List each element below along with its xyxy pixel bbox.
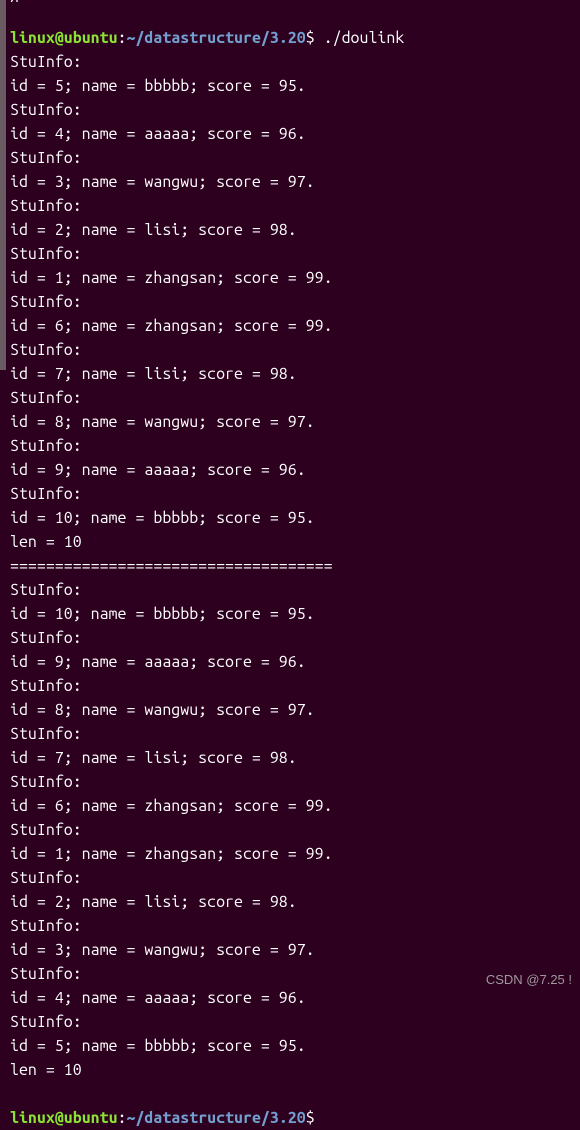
output-line: StuInfo:	[4, 866, 576, 890]
command-text: ./doulink	[324, 29, 405, 47]
output-line: StuInfo:	[4, 770, 576, 794]
output-line: StuInfo:	[4, 146, 576, 170]
output-line: StuInfo:	[4, 98, 576, 122]
output-line: id = 10; name = bbbbb; score = 95.	[4, 602, 576, 626]
prompt-line-2[interactable]: linux@ubuntu:~/datastructure/3.20$	[4, 1082, 576, 1130]
output-line: StuInfo:	[4, 818, 576, 842]
output-line: id = 3; name = wangwu; score = 97.	[4, 938, 576, 962]
prompt-path: ~/datastructure/3.20	[127, 1109, 306, 1127]
output-line: id = 6; name = zhangsan; score = 99.	[4, 314, 576, 338]
prompt-user: linux	[10, 1109, 55, 1127]
output-line: id = 1; name = zhangsan; score = 99.	[4, 842, 576, 866]
output-line: id = 5; name = bbbbb; score = 95.	[4, 1034, 576, 1058]
output-line: len = 10	[4, 1058, 576, 1082]
output-line: id = 9; name = aaaaa; score = 96.	[4, 458, 576, 482]
output-line: id = 4; name = aaaaa; score = 96.	[4, 986, 576, 1010]
output-line: StuInfo:	[4, 722, 576, 746]
output-line: id = 9; name = aaaaa; score = 96.	[4, 650, 576, 674]
output-line: id = 2; name = lisi; score = 98.	[4, 218, 576, 242]
output-line: StuInfo:	[4, 626, 576, 650]
scrollbar-thumb[interactable]	[0, 0, 6, 370]
prompt-user: linux	[10, 29, 55, 47]
output-line: StuInfo:	[4, 914, 576, 938]
prompt-dollar: $	[306, 1109, 315, 1127]
output-line: id = 7; name = lisi; score = 98.	[4, 746, 576, 770]
prompt-colon: :	[118, 29, 127, 47]
output-line: id = 2; name = lisi; score = 98.	[4, 890, 576, 914]
output-line: id = 3; name = wangwu; score = 97.	[4, 170, 576, 194]
output-line: StuInfo:	[4, 290, 576, 314]
output-line: id = 7; name = lisi; score = 98.	[4, 362, 576, 386]
output-line: id = 6; name = zhangsan; score = 99.	[4, 794, 576, 818]
output-line: StuInfo:	[4, 482, 576, 506]
output-line: StuInfo:	[4, 338, 576, 362]
prompt-host: ubuntu	[64, 1109, 118, 1127]
output-line: StuInfo:	[4, 578, 576, 602]
prompt-at: @	[55, 29, 64, 47]
output-line: StuInfo:	[4, 674, 576, 698]
output-line: id = 8; name = wangwu; score = 97.	[4, 410, 576, 434]
output-line: len = 10	[4, 530, 576, 554]
output-line: ====================================	[4, 554, 576, 578]
prompt-path: ~/datastructure/3.20	[127, 29, 306, 47]
output-block: StuInfo:id = 5; name = bbbbb; score = 95…	[4, 50, 576, 1082]
terminal-window[interactable]: g linux@ubuntu:~/datastructure/3.20$ ./d…	[0, 0, 580, 1130]
prompt-dollar: $	[306, 29, 315, 47]
prompt-host: ubuntu	[64, 29, 118, 47]
output-line: id = 5; name = bbbbb; score = 95.	[4, 74, 576, 98]
output-line: StuInfo:	[4, 50, 576, 74]
output-line: id = 4; name = aaaaa; score = 96.	[4, 122, 576, 146]
output-line: StuInfo:	[4, 434, 576, 458]
prompt-at: @	[55, 1109, 64, 1127]
watermark-text: CSDN @7.25 !	[486, 970, 572, 990]
output-line: StuInfo:	[4, 194, 576, 218]
output-line: id = 10; name = bbbbb; score = 95.	[4, 506, 576, 530]
output-line: StuInfo:	[4, 386, 576, 410]
output-line: StuInfo:	[4, 242, 576, 266]
prompt-line-1: linux@ubuntu:~/datastructure/3.20$ ./dou…	[4, 2, 576, 50]
output-line: id = 1; name = zhangsan; score = 99.	[4, 266, 576, 290]
prompt-colon: :	[118, 1109, 127, 1127]
output-line: id = 8; name = wangwu; score = 97.	[4, 698, 576, 722]
output-line: StuInfo:	[4, 1010, 576, 1034]
